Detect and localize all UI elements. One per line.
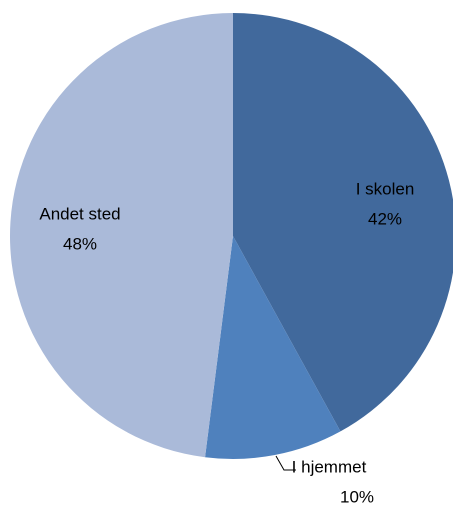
- slice-label: I skolen: [356, 179, 415, 198]
- leader-line: [275, 455, 296, 471]
- slice-label: I hjemmet: [292, 457, 367, 476]
- pie-slice: [233, 13, 453, 432]
- pie-slice: [205, 236, 341, 459]
- slice-value-label: 10%: [340, 487, 374, 506]
- slice-label: Andet sted: [39, 204, 120, 223]
- slice-value-label: 48%: [63, 234, 97, 253]
- slice-value-label: 42%: [368, 209, 402, 228]
- pie-slice: [9, 13, 233, 458]
